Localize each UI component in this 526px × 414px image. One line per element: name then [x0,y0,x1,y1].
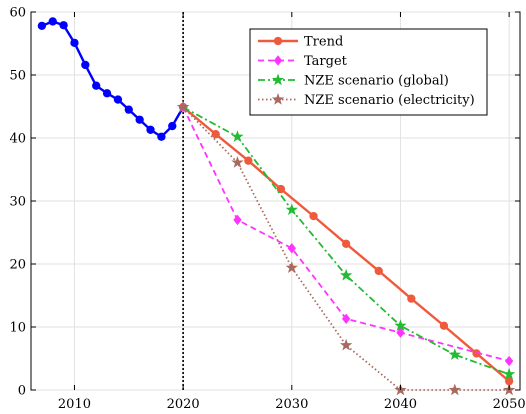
x-tick-label: 2040 [384,397,417,412]
data-point-trend [439,321,449,330]
data-point-history [92,81,101,90]
data-point-history [124,105,133,114]
data-point-trend [341,239,351,248]
data-point-history [81,60,90,70]
y-tick-label: 40 [9,132,26,147]
data-point-history [37,21,47,31]
legend: Trend Target NZE scenario (global) NZE scen… [249,28,488,116]
data-point-trend [504,377,514,386]
legend-label-nze-scenario-global: NZE scenario (global) [304,74,449,89]
data-point-nze-scenario-electricity [448,383,461,396]
legend-marker-nze-scenario-global [271,73,285,86]
data-point-history [135,115,144,124]
y-tick-label: 20 [9,258,26,273]
y-tick-label: 30 [9,195,26,210]
data-point-nze-scenario-global [502,367,516,380]
x-tick-label: 2050 [493,397,526,412]
data-point-nze-scenario-global [285,203,298,216]
data-point-trend [374,266,383,276]
grid [31,11,520,391]
data-point-history [168,121,177,131]
legend-label-trend: Trend [304,35,343,50]
data-point-nze-scenario-global [394,319,407,331]
data-point-history [70,38,79,48]
y-tick-label: 10 [9,321,26,336]
data-point-trend [407,294,416,303]
data-point-target [287,243,296,254]
data-point-history [102,89,112,98]
data-point-history [48,17,57,26]
x-tick-label: 2020 [167,397,200,412]
data-point-target [233,214,242,226]
y-tick-label: 0 [18,384,26,399]
data-point-target [504,355,514,367]
data-point-trend [472,349,481,358]
data-point-nze-scenario-electricity [231,156,244,168]
legend-label-nze-scenario-electricity: NZE scenario (electricity) [304,93,475,108]
legend-box [249,28,488,116]
data-point-trend [211,130,220,139]
data-point-history [59,21,68,30]
legend-marker-target [273,55,283,66]
data-point-history [113,95,123,104]
data-point-target [396,327,405,338]
data-point-nze-scenario-global [231,130,244,142]
data-point-target [341,313,351,325]
data-point-history [146,125,155,134]
data-point-history [157,132,166,141]
series-layer [37,17,516,396]
legend-label-target: Target [304,54,348,69]
series-line-target [182,106,510,362]
legend-marker-nze-scenario-electricity [271,93,285,105]
data-point-nze-scenario-electricity [339,338,353,351]
y-tick-label: 50 [9,69,26,84]
legend-marker-trend [273,36,283,46]
data-point-nze-scenario-electricity [285,261,298,274]
data-point-nze-scenario-electricity [176,100,190,113]
y-tick-label: 60 [9,6,26,21]
x-tick-label: 2030 [275,397,308,412]
data-point-trend [244,156,253,165]
x-tick-label: 2010 [58,397,91,412]
data-point-trend [309,211,318,221]
data-point-nze-scenario-global [448,348,461,360]
data-point-nze-scenario-global [339,268,353,281]
